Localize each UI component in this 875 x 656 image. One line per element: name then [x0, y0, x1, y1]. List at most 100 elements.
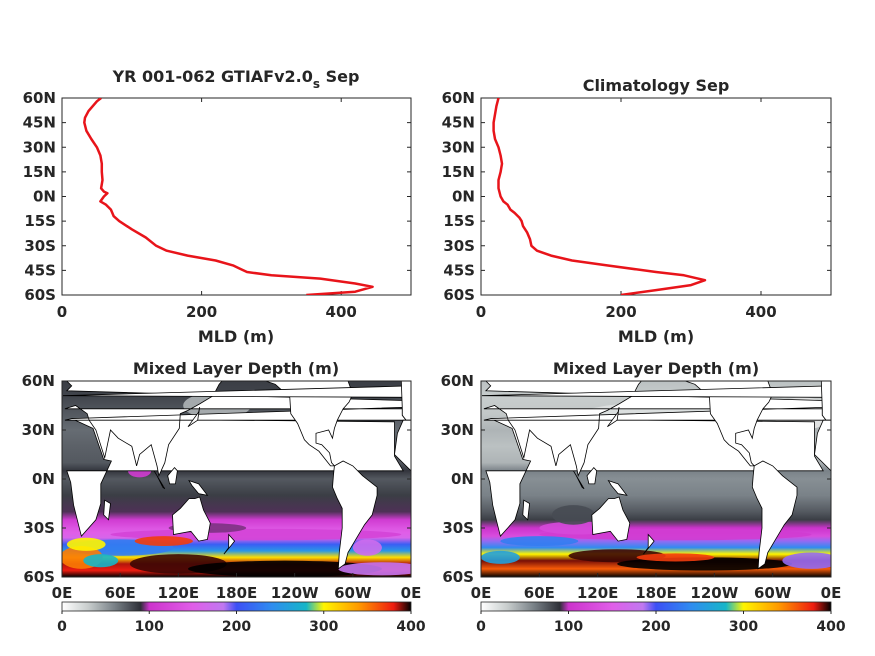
profile-panel-model: YR 001-062 GTIAFv2.0s Sep 60N 45N 30N 15N 0N… — [23, 67, 412, 346]
profile-line-model — [83, 98, 374, 295]
profile-x-ticks-climatology: 0 200 400 — [476, 98, 777, 321]
y-tick-label: 30N — [22, 421, 55, 439]
x-tick-label: 60E — [105, 584, 136, 602]
x-tick-label: 120E — [577, 584, 619, 602]
map-title-model: Mixed Layer Depth (m) — [133, 359, 339, 378]
y-tick-label: 30S — [443, 237, 475, 255]
y-tick-label: 30S — [24, 237, 56, 255]
map-y-ticks-climatology: 60N 30N 0N 30S 60S — [441, 372, 831, 586]
land-polygon — [751, 460, 798, 570]
land-polygon — [820, 381, 831, 421]
map-y-ticks-model: 60N 30N 0N 30S 60S — [22, 372, 411, 586]
land-polygon — [394, 419, 411, 472]
land-mask-model — [62, 373, 411, 570]
y-tick-label: 15S — [24, 212, 56, 230]
colorbar-tick-label: 200 — [641, 619, 670, 635]
land-polygon — [808, 373, 818, 376]
land-polygon — [814, 419, 831, 472]
y-tick-label: 30N — [23, 138, 56, 156]
map-title-climatology: Mixed Layer Depth (m) — [553, 359, 759, 378]
land-polygon — [665, 381, 774, 467]
mld-feature — [83, 554, 119, 568]
y-tick-label: 60N — [23, 89, 56, 107]
profile-panel-climatology: Climatology Sep 60N45N30N15N0N15S30S45S6… — [442, 76, 832, 346]
profile-xlabel-model: MLD (m) — [198, 327, 274, 346]
y-tick-label: 60S — [443, 286, 475, 304]
land-polygon — [246, 381, 354, 467]
colorbar-tick-label: 100 — [135, 619, 164, 635]
title-tail: Sep — [320, 67, 359, 86]
x-tick-label: 120W — [271, 584, 319, 602]
y-tick-label: 60N — [441, 372, 474, 390]
colorbar-ticks-model: 0 100 200 300 400 — [57, 611, 426, 635]
x-tick-label: 0E — [821, 584, 842, 602]
land-polygon — [522, 499, 531, 521]
y-tick-label: 15N — [442, 163, 475, 181]
colorbar-tick-label: 0 — [57, 619, 67, 635]
x-tick-label: 0E — [52, 584, 73, 602]
land-polygon — [573, 470, 585, 490]
title-main: YR 001-062 GTIAFv2.0 — [112, 67, 313, 86]
colorbar-climatology — [480, 601, 832, 612]
land-polygon — [223, 533, 236, 555]
y-tick-label: 60S — [442, 568, 474, 586]
land-polygon — [388, 373, 398, 376]
y-tick-label: 30S — [23, 519, 55, 537]
colorbar-tick-label: 200 — [222, 619, 251, 635]
x-tick-label: 400 — [745, 303, 776, 321]
x-tick-label: 0 — [57, 303, 67, 321]
colorbar-tick-label: 100 — [554, 619, 583, 635]
profile-y-ticks-climatology: 60N 45N 30N 15N 0N 15S 30S 45S 60S — [442, 89, 831, 304]
mld-feature — [636, 553, 715, 562]
mld-feature — [352, 539, 382, 556]
x-tick-label: 60W — [754, 584, 792, 602]
x-tick-label: 0 — [476, 303, 486, 321]
profile-x-ticks-model: 0 200 400 — [57, 98, 357, 321]
y-tick-label: 30S — [442, 519, 474, 537]
land-polygon — [167, 466, 178, 485]
x-tick-label: 0E — [471, 584, 492, 602]
y-tick-label: 0N — [33, 188, 56, 206]
land-mask-climatology — [481, 373, 831, 570]
x-tick-label: 400 — [326, 303, 357, 321]
land-polygon — [103, 499, 111, 521]
land-polygon — [187, 407, 201, 428]
mld-feature — [188, 560, 382, 577]
land-polygon — [607, 479, 628, 496]
colorbar-ticks-climatology: 0 100 200 300 400 — [476, 611, 846, 635]
x-tick-label: 180E — [216, 584, 258, 602]
y-tick-label: 60N — [442, 89, 475, 107]
y-tick-label: 30N — [442, 138, 475, 156]
x-tick-label: 120W — [690, 584, 738, 602]
colorbar-tick-label: 300 — [309, 619, 338, 635]
y-tick-label: 15S — [443, 212, 475, 230]
profile-axes-box-climatology — [480, 97, 832, 296]
mld-feature — [134, 536, 193, 546]
colorbar-tick-label: 400 — [816, 619, 845, 635]
profile-title-model: YR 001-062 GTIAFv2.0s Sep — [112, 67, 360, 91]
colorbar-tick-label: 0 — [476, 619, 486, 635]
map-x-ticks-model: 0E 60E 120E 180E 120W 60W 0E — [52, 573, 422, 602]
mld-feature — [338, 562, 411, 576]
y-tick-label: 30N — [441, 421, 474, 439]
title-subscript: s — [313, 77, 320, 91]
y-tick-label: 60S — [23, 568, 55, 586]
x-tick-label: 60E — [524, 584, 555, 602]
y-tick-label: 0N — [32, 470, 55, 488]
x-tick-label: 200 — [605, 303, 636, 321]
x-tick-label: 0E — [401, 584, 422, 602]
colorbar-tick-label: 300 — [729, 619, 758, 635]
colorbar-model — [61, 601, 412, 612]
profile-line-climatology — [492, 98, 707, 295]
y-tick-label: 60N — [22, 372, 55, 390]
y-tick-label: 0N — [451, 470, 474, 488]
profile-xlabel-climatology: MLD (m) — [618, 327, 694, 346]
y-tick-label: 45S — [24, 261, 56, 279]
land-polygon — [172, 496, 211, 542]
y-tick-label: 45S — [443, 261, 475, 279]
profile-y-ticks-model: 60N 45N 30N 15N 0N 15S 30S 45S 60S — [23, 89, 411, 304]
y-tick-label: 60S — [24, 286, 56, 304]
